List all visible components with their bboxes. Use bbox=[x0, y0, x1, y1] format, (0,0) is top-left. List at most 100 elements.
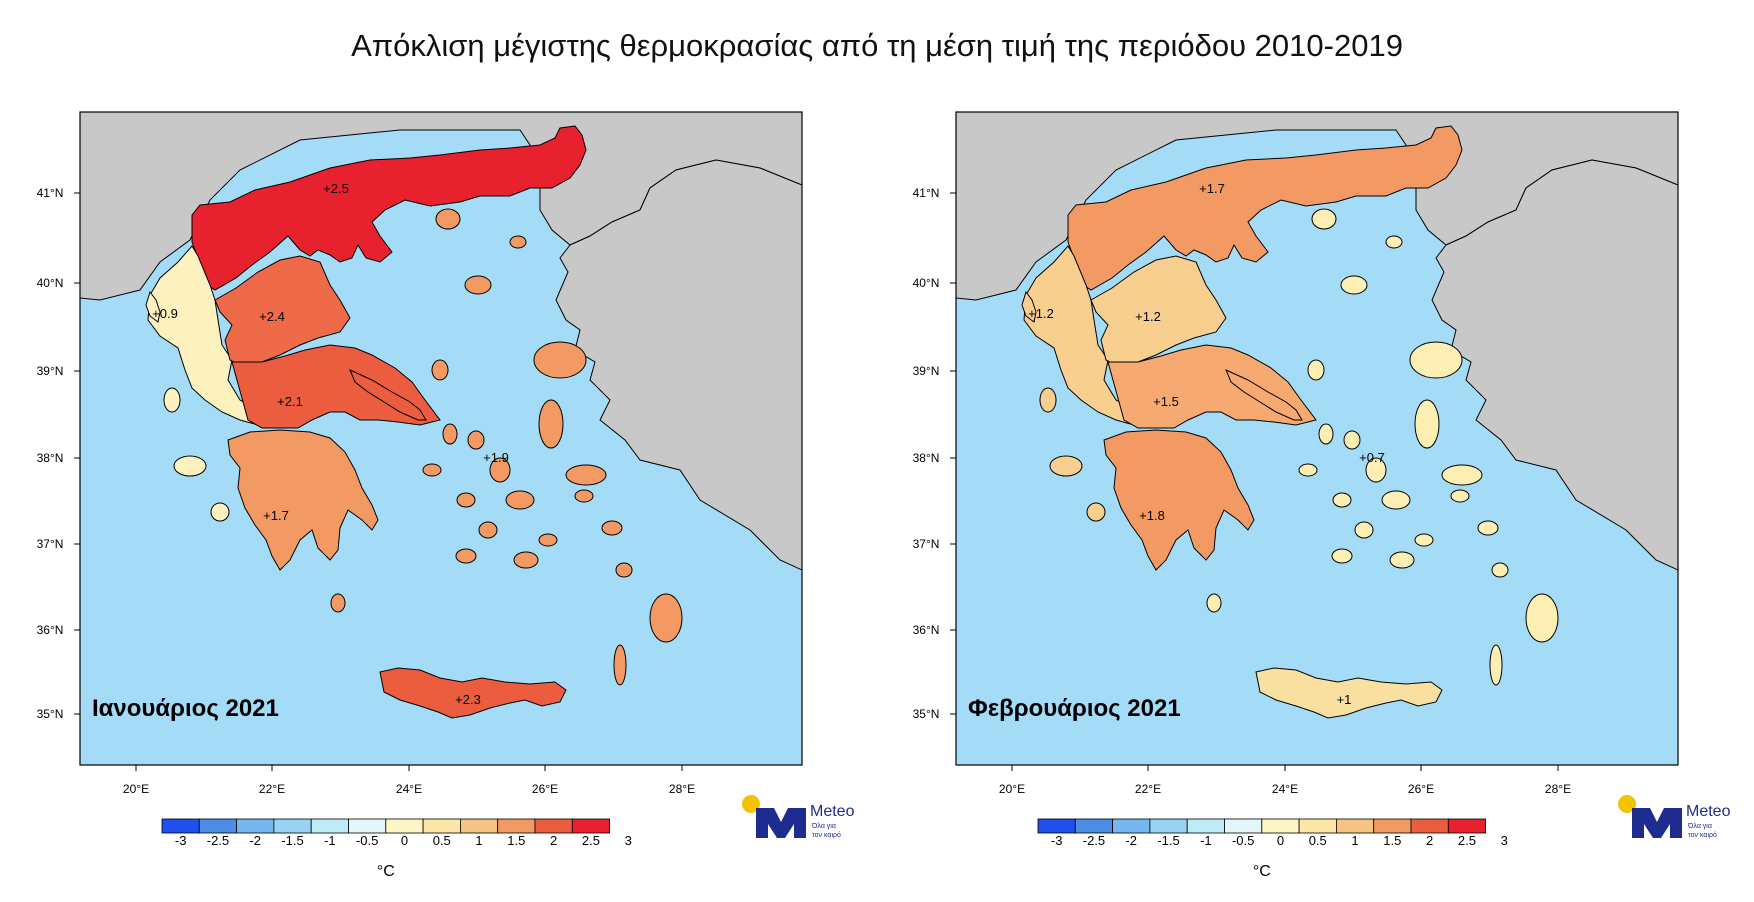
aegean-island bbox=[1385, 235, 1403, 249]
aegean-island bbox=[1343, 430, 1361, 450]
aegean-island bbox=[1298, 463, 1318, 477]
aegean-island bbox=[1414, 533, 1434, 547]
aegean-island bbox=[1389, 551, 1415, 569]
colorbar-label: 1.5 bbox=[1383, 833, 1401, 848]
aegean-island bbox=[538, 533, 558, 547]
map-frame bbox=[955, 111, 1679, 766]
colorbar-label: -0.5 bbox=[356, 833, 378, 848]
colorbar-cell bbox=[1224, 818, 1263, 834]
region-value-peloponnese: +1.7 bbox=[263, 508, 289, 523]
colorbar-label: -3 bbox=[175, 833, 187, 848]
map-panel-2: 20°E 22°E 24°E 26°E 28°E 41°N 40°N 39°N 38°N 37°N… bbox=[913, 111, 1731, 880]
colorbar-label: 2.5 bbox=[1458, 833, 1476, 848]
map-content bbox=[956, 112, 1678, 765]
aegean-island bbox=[1331, 548, 1353, 564]
colorbar-cell bbox=[1410, 818, 1449, 834]
colorbar-cell bbox=[571, 818, 610, 834]
colorbar-label: -1 bbox=[324, 833, 336, 848]
colorbar-label: -2.5 bbox=[207, 833, 229, 848]
colorbar-cell bbox=[1373, 818, 1412, 834]
aegean-island bbox=[489, 457, 511, 483]
aegean-island bbox=[505, 490, 535, 510]
aegean-island bbox=[1414, 399, 1440, 449]
aegean-island bbox=[1332, 492, 1352, 508]
region-value-central: +2.1 bbox=[277, 394, 303, 409]
lon-tick-label: 22°E bbox=[259, 782, 285, 796]
aegean-island bbox=[442, 423, 458, 445]
colorbar-label: 2 bbox=[1426, 833, 1433, 848]
evia-island bbox=[349, 369, 427, 421]
colorbar: -3 -2.5 -2 -1.5 -1 -0.5 0 0.5 1 1.5 2 2.5 3 °C bbox=[161, 818, 632, 880]
colorbar-label: 1 bbox=[1351, 833, 1358, 848]
turkey-land bbox=[555, 159, 802, 571]
colorbar-cell bbox=[1261, 818, 1300, 834]
lon-tick-label: 28°E bbox=[1545, 782, 1571, 796]
colorbar-cell bbox=[385, 818, 424, 834]
aegean-island bbox=[574, 489, 594, 503]
region-value-crete: +1 bbox=[1337, 692, 1352, 707]
meteo-m-icon bbox=[756, 808, 806, 838]
aegean-island bbox=[422, 463, 442, 477]
ionian-island bbox=[1049, 455, 1083, 477]
colorbar-label: -2 bbox=[249, 833, 261, 848]
logo-tagline-2: τον καιρό bbox=[1688, 831, 1717, 839]
ionian-island bbox=[173, 455, 207, 477]
lat-tick-label: 37°N bbox=[913, 537, 940, 551]
lon-tick-label: 28°E bbox=[669, 782, 695, 796]
colorbar-label: 1.5 bbox=[507, 833, 525, 848]
meteo-m-icon bbox=[1632, 808, 1682, 838]
aegean-island bbox=[1450, 489, 1470, 503]
region-value-epirus: +0.9 bbox=[152, 306, 178, 321]
region-peloponnese bbox=[1103, 429, 1255, 571]
colorbar-cell bbox=[459, 818, 499, 834]
region-value-crete: +2.3 bbox=[455, 692, 481, 707]
evia-island bbox=[1225, 369, 1303, 421]
month-label: Φεβρουάριος 2021 bbox=[968, 695, 1181, 722]
colorbar-label: -0.5 bbox=[1232, 833, 1254, 848]
lat-tick-label: 41°N bbox=[913, 186, 940, 200]
region-central bbox=[231, 344, 441, 429]
lon-tick-label: 24°E bbox=[396, 782, 422, 796]
sun-icon bbox=[742, 795, 760, 813]
lat-tick-label: 36°N bbox=[37, 623, 64, 637]
region-crete bbox=[379, 667, 567, 719]
colorbar-label: 0 bbox=[401, 833, 408, 848]
aegean-island bbox=[509, 235, 527, 249]
logo-name: Meteo bbox=[1686, 803, 1731, 820]
aegean-island bbox=[601, 520, 623, 536]
map-content bbox=[80, 112, 802, 765]
page-title: Απόκλιση μέγιστης θερμοκρασίας από τη μέ… bbox=[351, 28, 1403, 63]
aegean-island bbox=[1307, 359, 1325, 381]
colorbar-label: 2.5 bbox=[582, 833, 600, 848]
aegean-island bbox=[478, 521, 498, 539]
colorbar-label: -2.5 bbox=[1083, 833, 1105, 848]
lon-tick-label: 22°E bbox=[1135, 782, 1161, 796]
aegean-island bbox=[613, 644, 627, 686]
region-peloponnese bbox=[227, 429, 379, 571]
aegean-island bbox=[1340, 275, 1368, 295]
corfu-island bbox=[1021, 290, 1037, 323]
turkey-land bbox=[1431, 159, 1678, 571]
lon-tick-label: 20°E bbox=[123, 782, 149, 796]
aegean-island bbox=[1318, 423, 1334, 445]
aegean-island bbox=[615, 562, 633, 578]
logo-tagline-2: τον καιρό bbox=[812, 831, 841, 839]
lat-tick-label: 39°N bbox=[913, 364, 940, 378]
logo-tagline-1: Όλα για bbox=[1687, 823, 1712, 830]
region-value-peloponnese: +1.8 bbox=[1139, 508, 1165, 523]
colorbar-label: 3 bbox=[1501, 833, 1508, 848]
colorbar-label: -1.5 bbox=[1157, 833, 1179, 848]
region-value-aegean: +1.9 bbox=[483, 450, 509, 465]
aegean-island bbox=[1441, 464, 1483, 486]
ionian-island bbox=[1086, 502, 1106, 522]
colorbar-label: 0.5 bbox=[1309, 833, 1327, 848]
colorbar-cell bbox=[1335, 818, 1375, 834]
colorbar-cell bbox=[1149, 818, 1188, 834]
ionian-island bbox=[163, 387, 181, 413]
lon-tick-label: 26°E bbox=[532, 782, 558, 796]
lat-tick-label: 35°N bbox=[913, 707, 940, 721]
colorbar-unit: °C bbox=[1253, 863, 1271, 880]
aegean-island bbox=[565, 464, 607, 486]
